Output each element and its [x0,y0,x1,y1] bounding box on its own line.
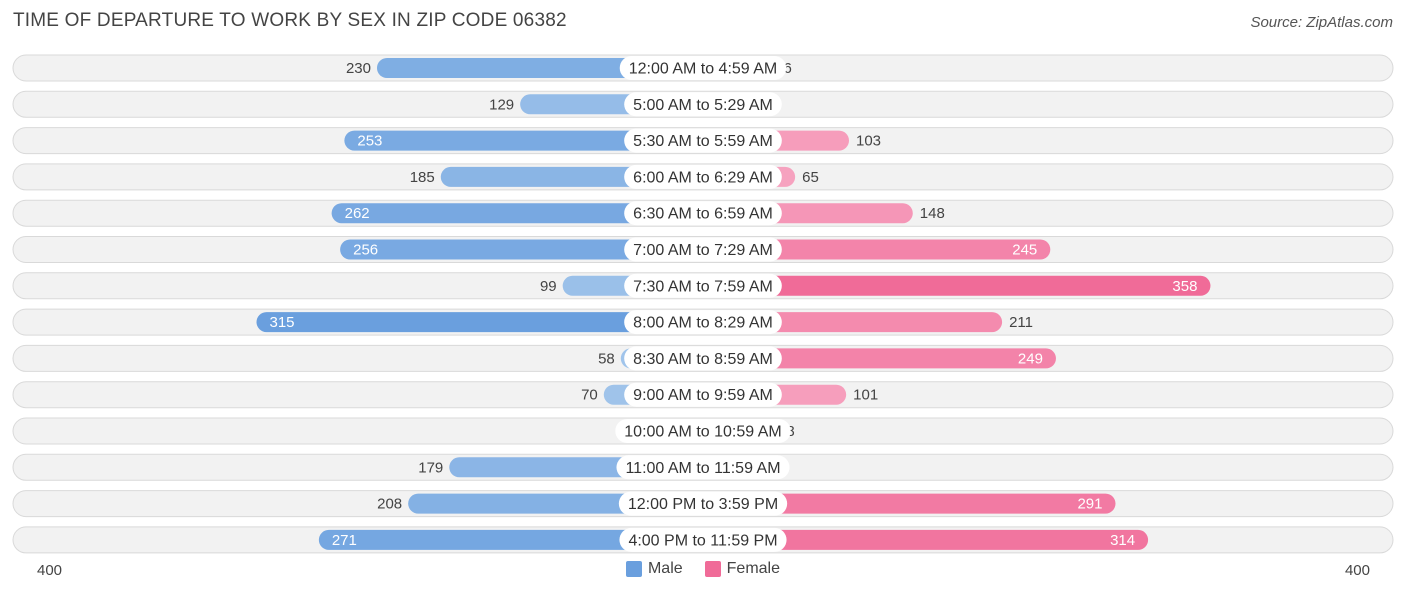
category-pill [624,237,782,262]
data-label-male: 185 [410,169,435,186]
category-pill [624,346,782,371]
legend-item-male[interactable]: Male [625,560,683,578]
data-label-female: 291 [1077,496,1102,513]
category-label: 8:30 AM to 8:59 AM [633,351,773,368]
data-label-female: 103 [856,133,881,150]
legend-label-female: Female [726,560,781,577]
category-pill [616,455,790,480]
data-label-female: 314 [1110,532,1135,549]
source-label: Source: ZipAtlas.com [1250,14,1393,31]
category-pill [624,92,782,117]
legend-item-female[interactable]: Female [704,560,781,578]
category-pill [619,56,787,80]
bar-male[interactable] [344,130,713,151]
category-label: 5:00 AM to 5:29 AM [633,97,773,114]
data-label-male: 129 [489,96,514,113]
category-label: 6:30 AM to 6:59 AM [633,206,773,223]
category-label: 12:00 AM to 4:59 AM [629,61,778,78]
category-pill [618,491,788,516]
category-label: 4:00 PM to 11:59 PM [628,532,777,549]
data-label-female: 148 [920,205,945,222]
bar-male[interactable] [256,312,713,333]
legend: Male Female [0,560,1406,578]
category-pill [619,527,787,552]
data-label-male: 70 [581,387,598,404]
data-label-male: 271 [332,532,357,549]
data-label-male: 230 [346,60,371,77]
bar-male[interactable] [331,203,713,224]
data-label-female: 65 [802,169,819,186]
category-label: 11:00 AM to 11:59 AM [625,460,780,477]
data-label-male: 208 [377,496,402,513]
data-label-male: 179 [418,459,443,476]
data-label-female: 358 [1172,278,1197,295]
data-label-male: 256 [353,242,378,259]
category-pill [624,128,782,153]
axis-label-right: 400 [1344,562,1370,579]
data-label-male: 315 [269,314,294,331]
bar-female[interactable] [693,529,1149,550]
bar-male[interactable] [340,239,713,260]
category-label: 10:00 AM to 10:59 AM [624,424,781,441]
bar-female[interactable] [693,239,1051,260]
category-label: 12:00 PM to 3:59 PM [628,496,778,513]
category-pill [624,382,782,407]
category-pill [624,201,782,226]
category-label: 5:30 AM to 5:59 AM [633,133,773,150]
data-label-male: 262 [345,205,370,222]
data-label-male: 58 [598,350,615,367]
legend-swatch-female [704,561,721,577]
category-label: 8:00 AM to 8:29 AM [633,315,773,332]
category-label: 6:00 AM to 6:29 AM [633,169,773,186]
category-pill [624,273,782,298]
data-label-female: 245 [1012,242,1037,259]
bar-female[interactable] [693,275,1211,296]
axis-label-left: 400 [37,562,63,579]
category-pill [615,419,791,443]
data-label-male: 99 [540,278,557,295]
data-label-female: 101 [853,387,878,404]
category-label: 7:30 AM to 7:59 AM [633,278,773,295]
data-label-female: 211 [1009,314,1033,331]
category-pill [624,164,782,189]
bar-female[interactable] [693,493,1116,514]
legend-swatch-male [625,561,642,577]
category-pill [624,310,782,335]
bar-female[interactable] [693,348,1056,369]
data-label-female: 249 [1018,350,1043,367]
chart-title: TIME OF DEPARTURE TO WORK BY SEX IN ZIP … [13,10,567,31]
bar-male[interactable] [318,529,713,550]
data-label-male: 253 [357,133,382,150]
legend-label-male: Male [647,560,683,577]
category-label: 7:00 AM to 7:29 AM [633,242,773,259]
category-label: 9:00 AM to 9:59 AM [633,387,773,404]
